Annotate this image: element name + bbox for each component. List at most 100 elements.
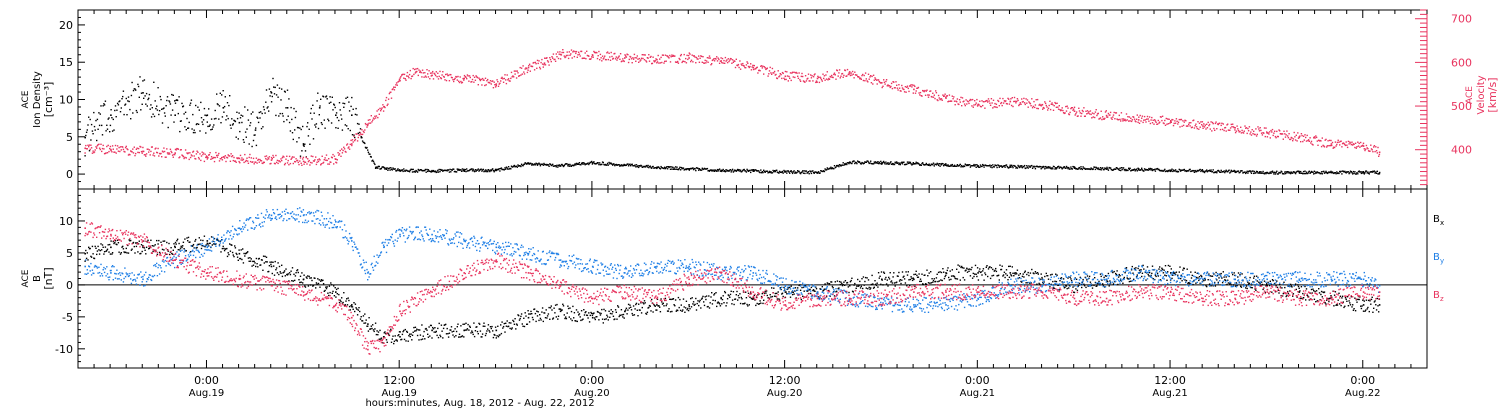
data-point <box>893 163 896 166</box>
data-point <box>680 304 682 306</box>
data-point <box>1036 107 1038 110</box>
data-point <box>473 322 475 324</box>
data-point <box>197 106 199 108</box>
data-point <box>374 117 377 119</box>
data-point <box>708 57 710 59</box>
data-point <box>890 85 892 88</box>
data-point <box>525 67 527 69</box>
data-point <box>615 311 617 313</box>
data-point <box>1096 168 1099 170</box>
data-point <box>161 248 164 251</box>
data-point <box>419 70 422 72</box>
data-point <box>123 113 125 116</box>
data-point <box>1016 167 1019 169</box>
data-point <box>132 241 135 244</box>
data-point <box>336 116 338 119</box>
data-point <box>120 252 122 254</box>
data-point <box>1285 171 1287 173</box>
data-point <box>395 170 398 172</box>
data-point <box>492 169 495 172</box>
data-point <box>454 170 456 173</box>
data-point <box>375 333 378 336</box>
data-point <box>707 61 709 63</box>
data-point <box>961 97 964 99</box>
data-point <box>578 314 580 316</box>
data-point <box>547 313 550 315</box>
data-point <box>90 123 93 126</box>
data-point <box>739 68 742 70</box>
data-point <box>802 75 804 78</box>
data-point <box>382 166 385 168</box>
data-point <box>1260 172 1263 174</box>
data-point <box>348 305 351 308</box>
data-point <box>335 158 337 160</box>
data-point <box>635 302 638 305</box>
data-point <box>130 118 132 120</box>
data-point <box>1019 165 1021 167</box>
data-point <box>414 326 417 328</box>
data-point <box>766 67 768 69</box>
data-point <box>690 60 692 63</box>
data-point <box>239 154 242 157</box>
data-point <box>490 327 492 330</box>
data-point <box>1206 171 1209 173</box>
data-point <box>796 72 798 74</box>
data-point <box>713 169 715 171</box>
data-point <box>1299 135 1301 137</box>
data-point <box>739 169 742 171</box>
data-point <box>1216 172 1218 174</box>
data-point <box>180 245 182 247</box>
data-point <box>473 76 476 78</box>
data-point <box>631 163 633 165</box>
data-point <box>1191 126 1193 128</box>
data-point <box>910 84 912 86</box>
data-point <box>807 77 809 80</box>
y2-tick-label: 500 <box>1451 100 1472 113</box>
data-point <box>194 240 196 242</box>
data-point <box>1353 172 1355 175</box>
data-point <box>1377 146 1379 149</box>
data-point <box>596 57 599 60</box>
data-point <box>1177 123 1179 125</box>
data-point <box>1021 165 1023 167</box>
data-point <box>993 106 995 108</box>
data-point <box>1031 107 1034 109</box>
data-point <box>857 160 859 162</box>
data-point <box>84 152 86 154</box>
data-point <box>826 167 828 169</box>
data-point <box>510 77 512 80</box>
data-point <box>445 79 448 82</box>
data-point <box>1338 141 1340 143</box>
data-point <box>471 81 473 83</box>
data-point <box>863 74 865 77</box>
data-point <box>387 103 389 105</box>
data-point <box>935 90 937 92</box>
data-point <box>312 284 315 287</box>
data-point <box>198 158 200 160</box>
data-point <box>515 70 517 72</box>
data-point <box>307 158 309 160</box>
data-point <box>278 273 280 276</box>
data-point <box>279 271 281 273</box>
data-point <box>87 144 89 146</box>
data-point <box>618 164 620 166</box>
data-point <box>1369 171 1371 173</box>
data-point <box>447 169 450 171</box>
data-point <box>466 168 468 170</box>
data-point <box>815 81 817 84</box>
data-point <box>1193 171 1196 173</box>
data-point <box>920 164 922 166</box>
data-point <box>151 107 153 109</box>
data-point <box>614 309 617 311</box>
data-point <box>1209 170 1211 172</box>
data-point <box>1094 166 1096 168</box>
data-point <box>1258 171 1261 173</box>
data-point <box>114 241 116 244</box>
data-point <box>375 115 378 117</box>
data-point <box>679 298 681 301</box>
data-point <box>615 56 617 58</box>
data-point <box>158 152 161 155</box>
data-point <box>658 62 660 64</box>
data-point <box>1107 169 1110 171</box>
data-point <box>1197 121 1199 123</box>
